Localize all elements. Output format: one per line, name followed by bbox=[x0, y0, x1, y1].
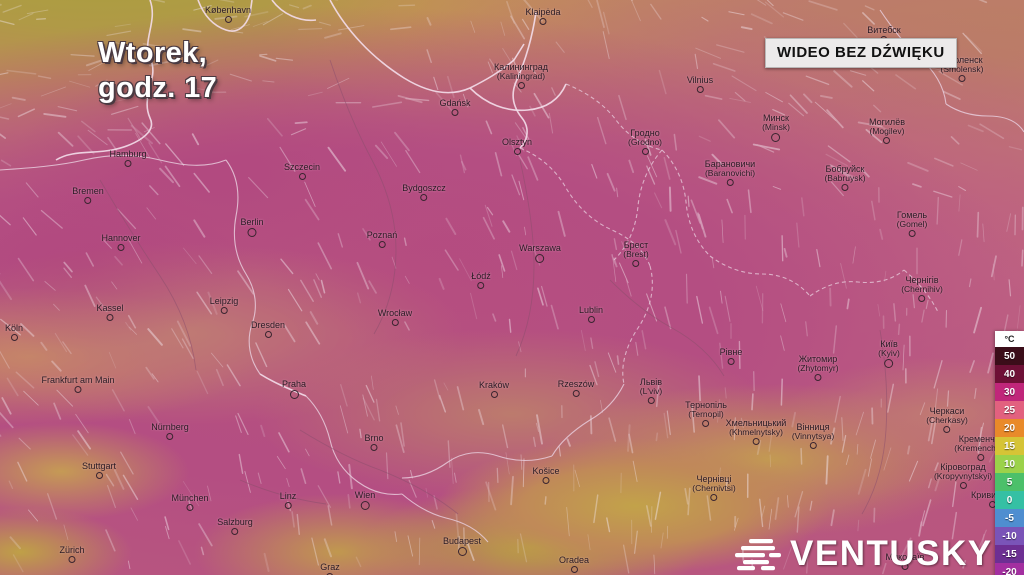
legend-unit-label: °C bbox=[995, 331, 1024, 347]
legend-swatch: -5 bbox=[995, 509, 1024, 527]
no-sound-banner: WIDEO BEZ DŹWIĘKU bbox=[765, 38, 957, 68]
legend-swatch: 5 bbox=[995, 473, 1024, 491]
legend-swatch: -15 bbox=[995, 545, 1024, 563]
legend-swatch: 0 bbox=[995, 491, 1024, 509]
legend-swatch: 30 bbox=[995, 383, 1024, 401]
legend-swatch: 40 bbox=[995, 365, 1024, 383]
title-line-2: godz. 17 bbox=[98, 72, 218, 105]
legend-swatch: -20 bbox=[995, 563, 1024, 575]
title-line-1: Wtorek, bbox=[98, 37, 208, 69]
ventusky-logo: VENTUSKY bbox=[735, 536, 993, 571]
legend-swatch: 10 bbox=[995, 455, 1024, 473]
logo-wordmark: VENTUSKY bbox=[790, 534, 993, 573]
legend-swatch: 15 bbox=[995, 437, 1024, 455]
legend-swatch: 50 bbox=[995, 347, 1024, 365]
legend-swatch: 25 bbox=[995, 401, 1024, 419]
forecast-time-title: Wtorek, godz. 17 bbox=[98, 36, 217, 107]
legend-swatch: 20 bbox=[995, 419, 1024, 437]
wind-stripes-icon bbox=[735, 538, 781, 570]
legend-swatch: -10 bbox=[995, 527, 1024, 545]
